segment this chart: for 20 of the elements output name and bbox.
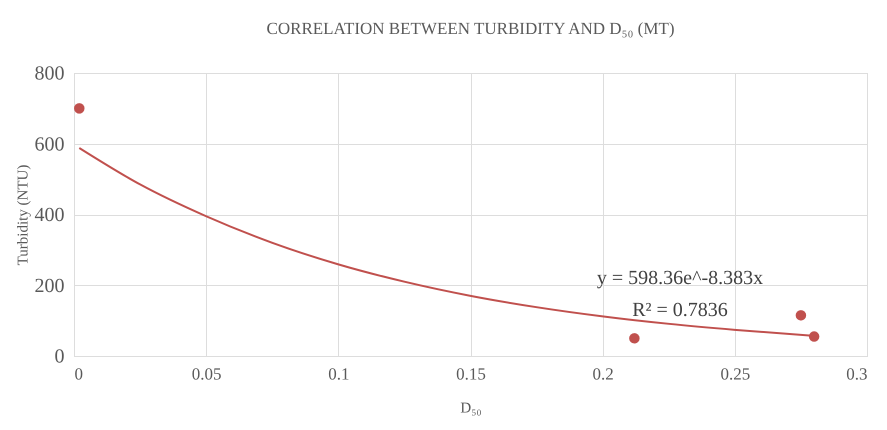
x-tick-label: 0.2 <box>592 364 614 384</box>
y-tick-label: 400 <box>34 204 64 226</box>
y-tick-label: 0 <box>54 346 64 368</box>
x-tick-label: 0.05 <box>192 364 222 384</box>
chart-title: CORRELATION BETWEEN TURBIDITY AND D₅₀ (MT) <box>266 19 675 38</box>
x-tick-label: 0.1 <box>328 364 350 384</box>
x-axis-title: D₅₀ <box>460 400 482 416</box>
x-tick-label: 0.25 <box>720 364 750 384</box>
y-axis-title: Turbidity (NTU) <box>16 164 32 266</box>
point <box>74 103 85 114</box>
y-tick-label: 800 <box>34 62 64 84</box>
y-tick-label: 600 <box>34 133 64 156</box>
y-tick-label: 200 <box>34 274 64 297</box>
annotation: y = 598.36e^-8.383x <box>596 267 764 289</box>
annotation: R² = 0.7836 <box>632 299 728 321</box>
x-tick-label: 0 <box>74 364 83 384</box>
point <box>629 333 640 344</box>
x-tick-label: 0.3 <box>846 364 868 384</box>
x-tick-label: 0.15 <box>456 364 486 384</box>
point <box>796 310 806 321</box>
